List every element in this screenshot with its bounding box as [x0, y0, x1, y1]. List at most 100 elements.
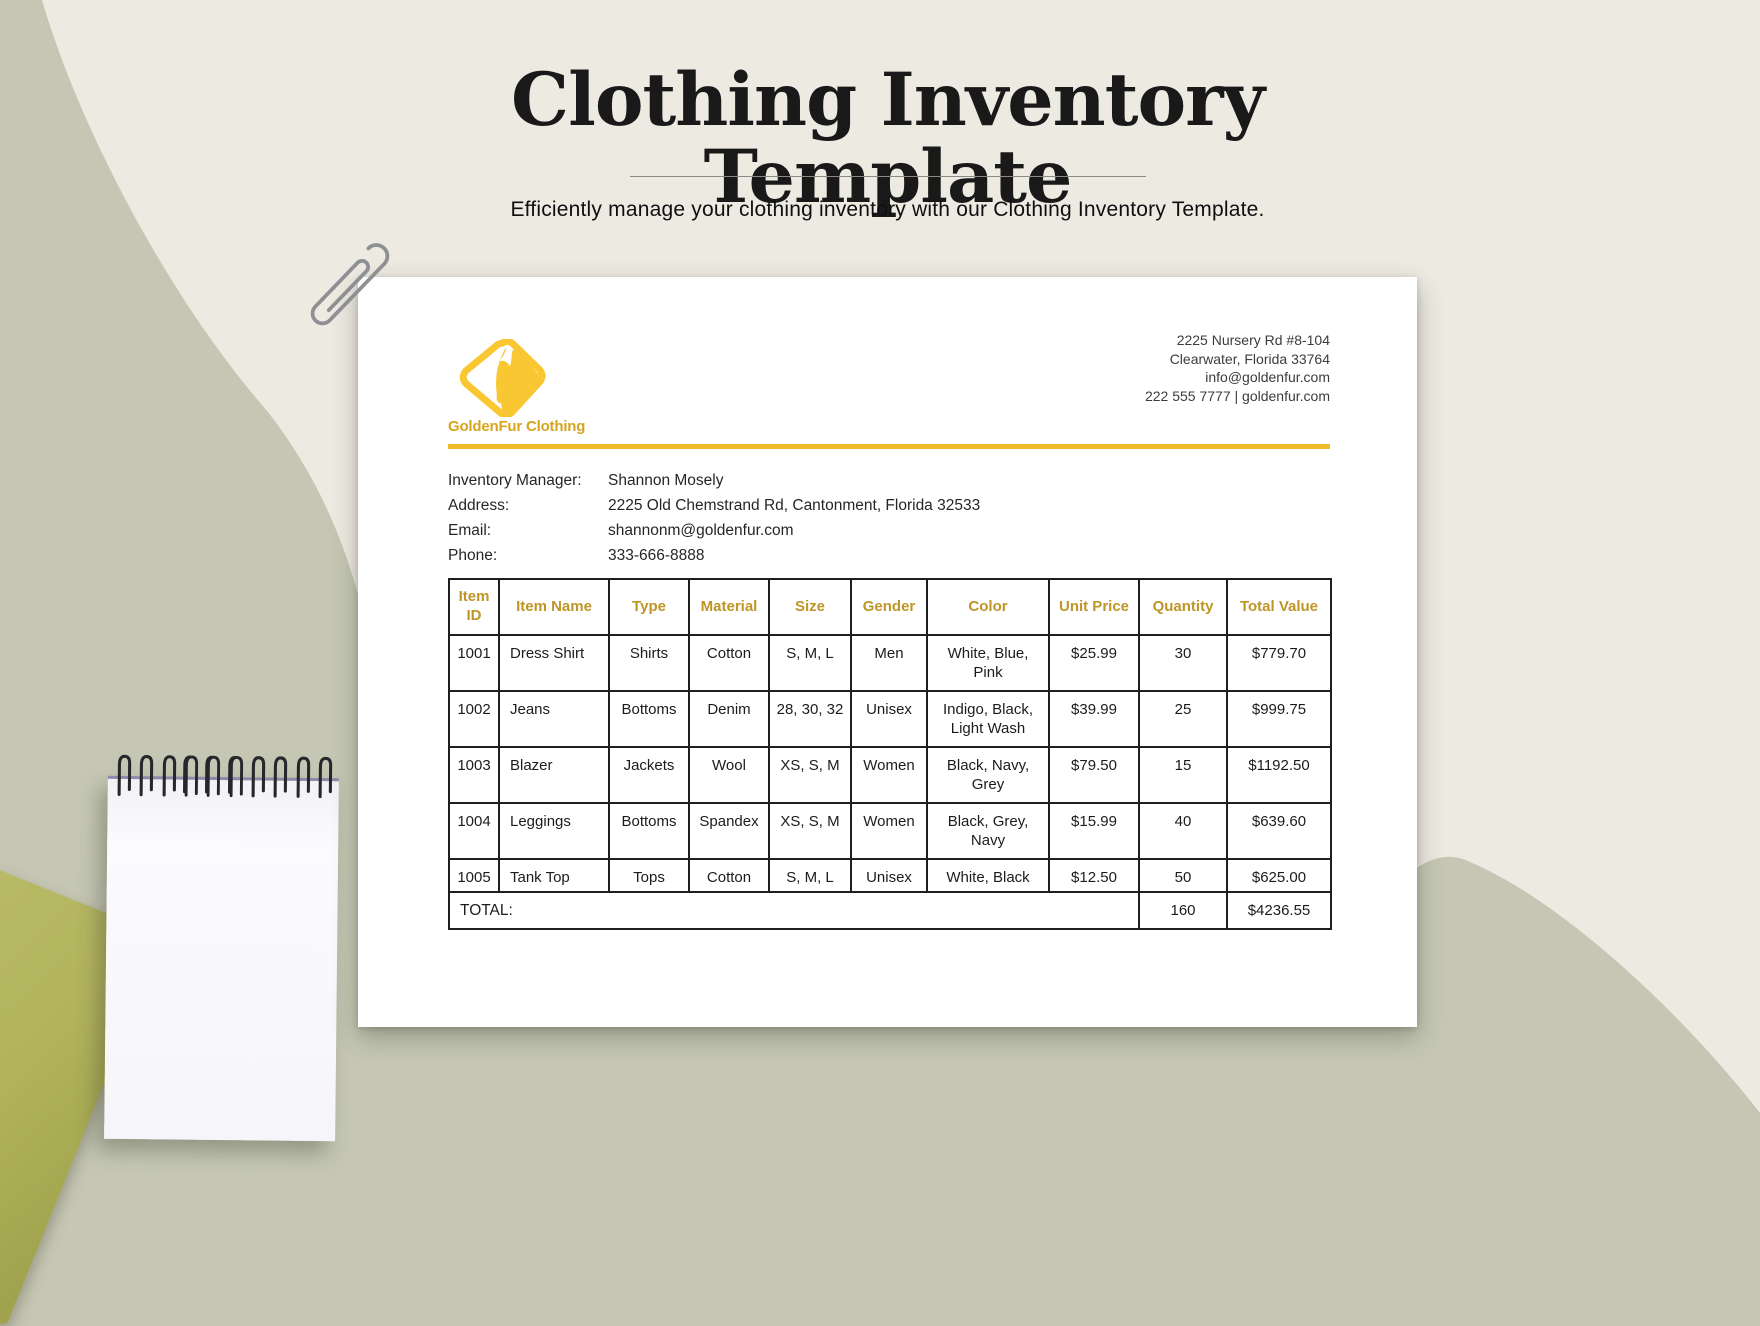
company-address-line: Clearwater, Florida 33764	[1169, 350, 1330, 367]
info-label: Email:	[448, 522, 492, 539]
cell-item-id: 1005	[448, 858, 500, 893]
cell-type: Shirts	[608, 634, 690, 692]
cell-color: Black, Navy, Grey	[926, 746, 1050, 804]
cell-size: S, M, L	[768, 634, 852, 692]
info-row: Phone: 333-666-8888	[448, 548, 980, 564]
company-name: GoldenFur Clothing	[448, 418, 586, 435]
cell-quantity: 30	[1138, 634, 1228, 692]
cell-total-value: $625.00	[1226, 858, 1332, 893]
cell-type: Bottoms	[608, 690, 690, 748]
spiral-loop-icon	[273, 756, 288, 798]
info-row: Inventory Manager: Shannon Mosely	[448, 473, 980, 489]
spiral-loop-icon	[117, 754, 132, 796]
cell-quantity: 25	[1138, 690, 1228, 748]
spiral-loop-icon	[205, 755, 221, 797]
title-divider	[630, 176, 1146, 177]
total-label: TOTAL:	[448, 891, 1140, 930]
cell-gender: Men	[850, 634, 928, 692]
info-label: Phone:	[448, 547, 498, 564]
cell-item-id: 1004	[448, 802, 500, 860]
total-value: $4236.55	[1226, 891, 1332, 930]
company-email: info@goldenfur.com	[1205, 369, 1330, 385]
cell-gender: Women	[850, 802, 928, 860]
spiral-loop-icon	[296, 756, 310, 798]
total-quantity: 160	[1138, 891, 1228, 930]
cell-total-value: $779.70	[1226, 634, 1332, 692]
col-header: Total Value	[1226, 578, 1332, 636]
table-header-row: Item ID Item Name Type Material Size Gen…	[448, 578, 1332, 636]
table-row: 1001 Dress Shirt Shirts Cotton S, M, L M…	[448, 634, 1332, 692]
cell-material: Cotton	[688, 634, 770, 692]
col-header: Item ID	[448, 578, 500, 636]
inventory-table: Item ID Item Name Type Material Size Gen…	[448, 578, 1332, 930]
col-header: Size	[768, 578, 852, 636]
cell-size: 28, 30, 32	[768, 690, 852, 748]
cell-size: S, M, L	[768, 858, 852, 893]
notepad-spiral-binding	[116, 753, 334, 799]
goldenfur-logo-icon	[459, 339, 546, 417]
cell-unit-price: $39.99	[1048, 690, 1140, 748]
info-row: Address: 2225 Old Chemstrand Rd, Cantonme…	[448, 498, 980, 514]
company-address-block: 2225 Nursery Rd #8-104 Clearwater, Flori…	[1145, 331, 1330, 405]
cell-quantity: 50	[1138, 858, 1228, 893]
manager-info-block: Inventory Manager: Shannon Mosely Address…	[448, 473, 980, 573]
cell-item-name: Jeans	[498, 690, 610, 748]
spiral-loop-icon	[182, 755, 199, 797]
cell-gender: Women	[850, 746, 928, 804]
cell-material: Wool	[688, 746, 770, 804]
cell-total-value: $639.60	[1226, 802, 1332, 860]
spiral-loop-icon	[227, 755, 243, 798]
cell-item-id: 1002	[448, 690, 500, 748]
table-total-row: TOTAL: 160 $4236.55	[448, 891, 1332, 930]
gold-divider-rule	[448, 444, 1330, 449]
cell-item-name: Dress Shirt	[498, 634, 610, 692]
cell-unit-price: $25.99	[1048, 634, 1140, 692]
col-header: Material	[688, 578, 770, 636]
cell-size: XS, S, M	[768, 746, 852, 804]
page-subtitle: Efficiently manage your clothing invento…	[510, 198, 1265, 221]
col-header: Type	[608, 578, 690, 636]
col-header: Quantity	[1138, 578, 1228, 636]
col-header: Item Name	[498, 578, 610, 636]
cell-unit-price: $15.99	[1048, 802, 1140, 860]
cell-item-name: Leggings	[498, 802, 610, 860]
info-label: Address:	[448, 497, 510, 514]
cell-material: Spandex	[688, 802, 770, 860]
cell-item-name: Blazer	[498, 746, 610, 804]
spiral-loop-icon	[318, 756, 333, 799]
table-row: 1004 Leggings Bottoms Spandex XS, S, M W…	[448, 802, 1332, 860]
company-address-line: 2225 Nursery Rd #8-104	[1176, 332, 1330, 348]
cell-gender: Unisex	[850, 690, 928, 748]
cell-color: Indigo, Black, Light Wash	[926, 690, 1050, 748]
spiral-loop-icon	[139, 754, 154, 797]
spiral-loop-icon	[251, 756, 266, 798]
notepad-paper	[104, 775, 339, 1142]
cell-gender: Unisex	[850, 858, 928, 893]
cell-quantity: 40	[1138, 802, 1228, 860]
cell-color: White, Black	[926, 858, 1050, 893]
cell-item-name: Tank Top	[498, 858, 610, 893]
cell-type: Jackets	[608, 746, 690, 804]
cell-color: White, Blue, Pink	[926, 634, 1050, 692]
cell-total-value: $1192.50	[1226, 746, 1332, 804]
info-row: Email: shannonm@goldenfur.com	[448, 523, 980, 539]
cell-item-id: 1003	[448, 746, 500, 804]
info-value: shannonm@goldenfur.com	[608, 522, 794, 539]
spiral-notepad	[104, 754, 339, 1142]
company-phone-web: 222 555 7777 | goldenfur.com	[1144, 387, 1330, 404]
cell-color: Black, Grey, Navy	[926, 802, 1050, 860]
page-header: Clothing Inventory Template	[358, 62, 1417, 215]
info-label: Inventory Manager:	[448, 472, 582, 489]
col-header: Unit Price	[1048, 578, 1140, 636]
cell-material: Cotton	[688, 858, 770, 893]
info-value: Shannon Mosely	[608, 472, 724, 489]
cell-type: Bottoms	[608, 802, 690, 860]
cell-unit-price: $12.50	[1048, 858, 1140, 893]
cell-material: Denim	[688, 690, 770, 748]
inventory-document: GoldenFur Clothing 2225 Nursery Rd #8-10…	[358, 277, 1417, 1027]
cell-quantity: 15	[1138, 746, 1228, 804]
info-value: 2225 Old Chemstrand Rd, Cantonment, Flor…	[608, 497, 981, 514]
table-row: 1003 Blazer Jackets Wool XS, S, M Women …	[448, 746, 1332, 804]
col-header: Color	[926, 578, 1050, 636]
cell-item-id: 1001	[448, 634, 500, 692]
